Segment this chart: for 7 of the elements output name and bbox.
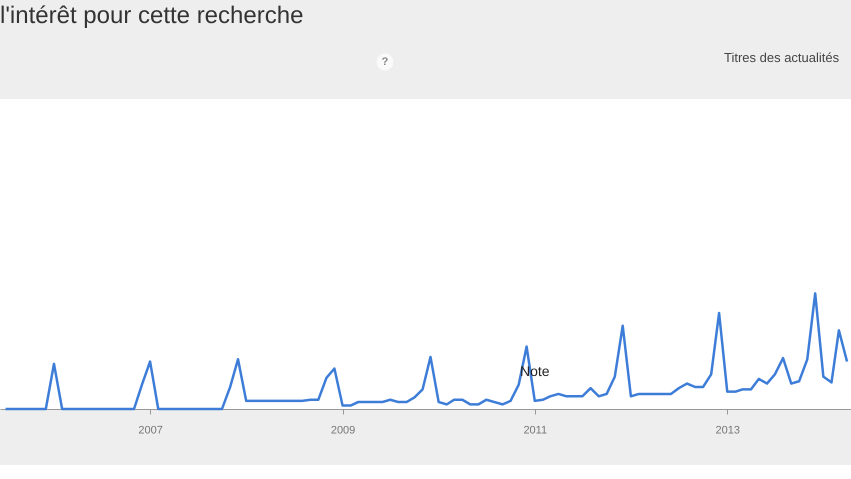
x-tick-label: 2011 (523, 424, 548, 436)
x-tick-label: 2013 (716, 424, 740, 436)
chart-title: l'intérêt pour cette recherche (0, 2, 304, 29)
text: ? (382, 56, 389, 68)
x-tick-label: 2007 (138, 424, 163, 436)
x-tick-label: 2009 (330, 424, 356, 436)
text: Titres des actualités (724, 50, 840, 65)
